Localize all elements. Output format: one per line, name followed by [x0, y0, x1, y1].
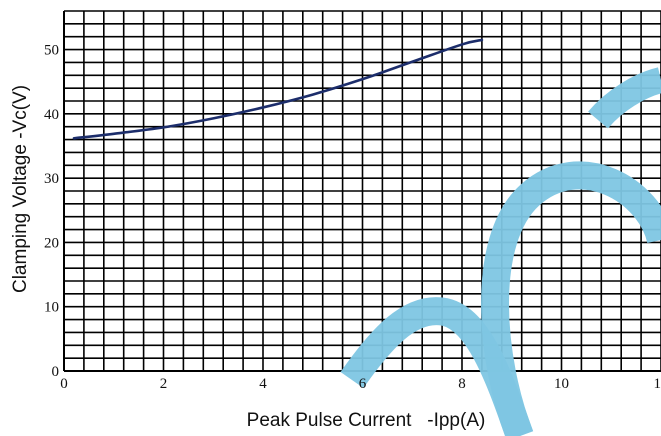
watermark-stroke-2 [481, 161, 661, 436]
x-tick-label: 2 [160, 376, 168, 392]
y-tick-label: 20 [44, 235, 59, 251]
y-tick-label: 40 [44, 107, 59, 123]
y-tick-label: 0 [52, 364, 60, 380]
watermark [340, 67, 661, 436]
x-tick-label: 4 [259, 376, 267, 392]
x-axis-label: Peak Pulse Current -Ipp(A) [247, 410, 486, 431]
y-axis-label: Clamping Voltage -Vc(V) [10, 85, 31, 293]
series-line-0 [72, 38, 484, 140]
x-tick-label: 8 [458, 376, 466, 392]
watermark-stroke-3 [588, 67, 661, 129]
y-tick-label: 30 [44, 171, 59, 187]
tick-labels: 0 2 4 6 8 10 12 0 10 20 30 40 50 [44, 43, 661, 392]
series [72, 38, 484, 140]
y-tick-label: 10 [44, 300, 59, 316]
x-tick-label: 0 [60, 376, 68, 392]
x-tick-label: 10 [554, 376, 569, 392]
x-tick-label: 12 [654, 376, 661, 392]
y-tick-label: 50 [44, 43, 59, 59]
x-tick-label: 6 [359, 376, 367, 392]
grid [63, 10, 661, 372]
